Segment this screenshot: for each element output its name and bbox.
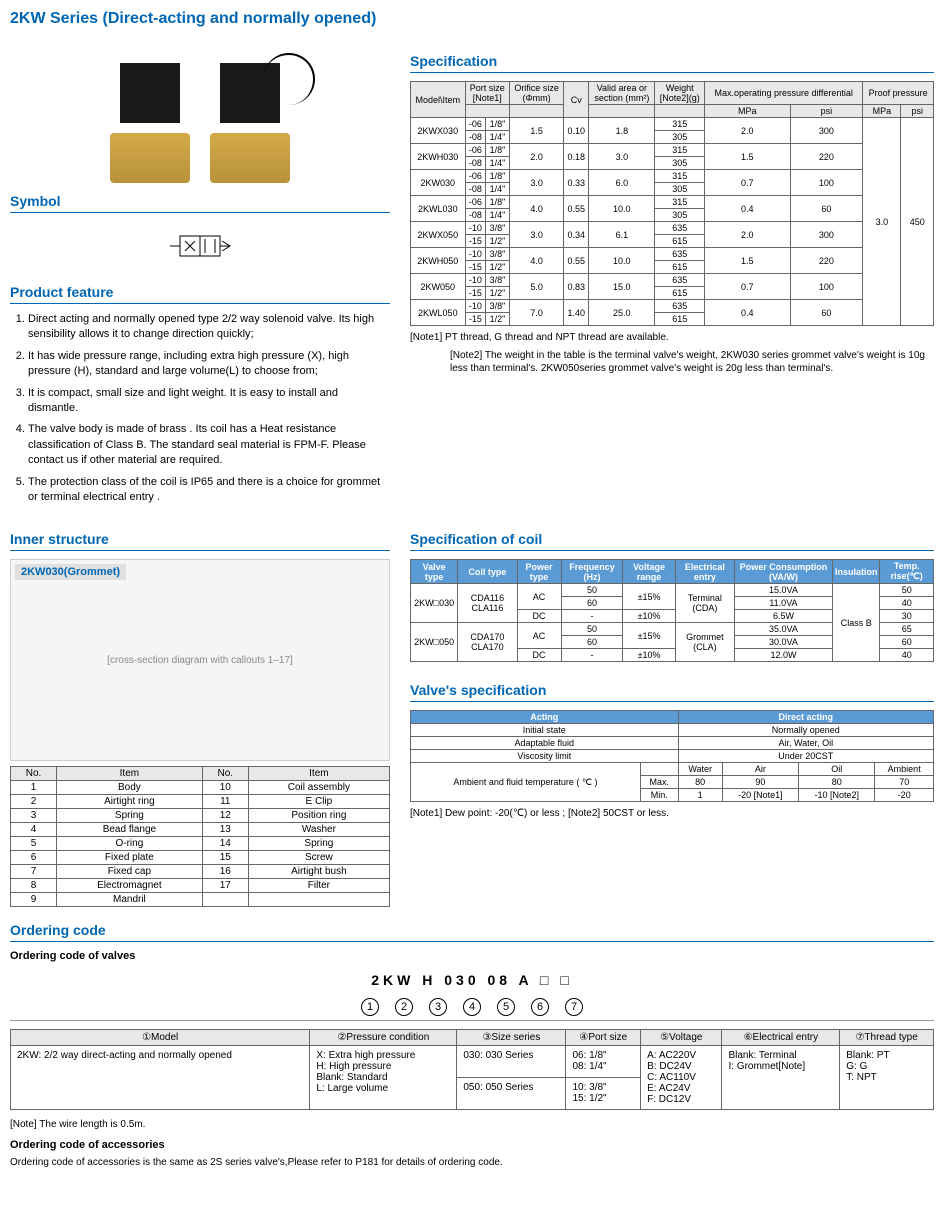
inner-heading: Inner structure [10,531,390,551]
feature-item: It has wide pressure range, including ex… [28,349,390,380]
acc-text: Ordering code of accessories is the same… [10,1156,934,1169]
valvespec-notes: [Note1] Dew point: -20(℃) or less ; [Not… [410,807,934,820]
symbol-diagram [10,221,390,274]
valvespec-table: ActingDirect actingInitial stateNormally… [410,710,934,802]
spec-heading: Specification [410,53,934,73]
page-title: 2KW Series (Direct-acting and normally o… [10,10,934,28]
feature-heading: Product feature [10,284,390,304]
feature-item: It is compact, small size and light weig… [28,386,390,417]
ordering-code: 2KW H 030 08 A □ □ [10,972,934,988]
acc-heading: Ordering code of accessories [10,1139,934,1151]
ordering-note: [Note] The wire length is 0.5m. [10,1118,934,1131]
feature-list: Direct acting and normally opened type 2… [10,312,390,505]
feature-item: Direct acting and normally opened type 2… [28,312,390,343]
coil-table: Valve typeCoil typePower typeFrequency (… [410,559,934,662]
ordering-sub: Ordering code of valves [10,950,934,962]
spec-note1: [Note1] PT thread, G thread and NPT thre… [410,331,934,344]
ordering-table: ①Model②Pressure condition③Size series④Po… [10,1029,934,1110]
parts-table: No.ItemNo.Item1Body10Coil assembly2Airti… [10,766,390,907]
product-image [10,43,390,183]
inner-structure-diagram: 2KW030(Grommet) [cross-section diagram w… [10,559,390,761]
feature-item: The protection class of the coil is IP65… [28,475,390,506]
spec-note2: [Note2] The weight in the table is the t… [410,349,934,375]
ordering-heading: Ordering code [10,922,934,942]
coil-heading: Specification of coil [410,531,934,551]
feature-item: The valve body is made of brass . Its co… [28,422,390,468]
symbol-heading: Symbol [10,193,390,213]
valvespec-heading: Valve's specification [410,682,934,702]
ordering-circles: 1234567 [10,998,934,1016]
spec-table: Model\ItemPort size[Note1]Orifice size(Φ… [410,81,934,326]
